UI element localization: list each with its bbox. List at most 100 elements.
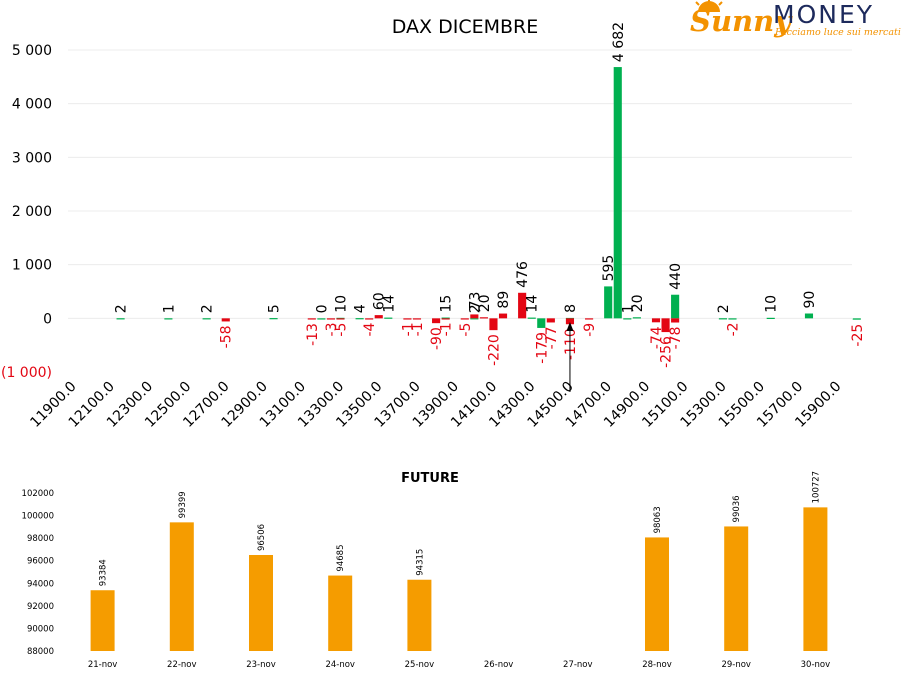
data-label: -9 [582,323,598,337]
x-tick-label: 21-nov [88,660,118,670]
bar [374,315,383,319]
bar [470,314,479,319]
y-tick-label: 88000 [27,647,54,657]
bar [317,318,326,320]
data-label: -58 [219,325,235,348]
data-label: -220 [486,334,502,366]
data-label: 1 [620,304,636,313]
top-chart-title: DAX DICEMBRE [392,16,539,38]
data-label: -179 [534,332,550,364]
y-tick-label: 90000 [27,624,54,634]
data-label: 2 [467,304,483,313]
x-tick-label: 24-nov [325,660,355,670]
bar [518,292,527,319]
bar [470,318,479,320]
y-tick-label: 102000 [22,489,54,499]
data-label: -90 [429,327,445,350]
data-label: 440 [668,263,684,290]
sun-icon [695,0,723,13]
bar [365,318,374,320]
bar [307,318,316,320]
bar [661,318,670,333]
bar [479,317,488,319]
data-label: -1 [439,322,455,336]
data-label: 5 [267,304,283,313]
data-label: 93384 [99,559,109,586]
bar [671,294,680,319]
bar [651,318,661,323]
data-label: 94685 [336,545,346,572]
bar [90,590,115,651]
data-label: 20 [630,294,646,312]
x-tick-label: 26-nov [484,660,514,670]
data-label: 476 [515,261,531,288]
bar [116,318,125,320]
data-label: 90 [802,291,818,309]
data-label: 14 [381,295,397,313]
data-label: 14 [525,295,541,313]
data-label: 4 [353,304,369,313]
y-tick-label: (1 000) [1,365,52,381]
y-tick-label: 94000 [27,579,54,589]
bar [671,318,680,323]
data-label: -77 [544,326,560,349]
data-label: 8 [563,304,579,313]
bar [585,318,594,320]
data-label: 595 [601,255,617,282]
bar [169,522,194,651]
top-y-axis: (1 000) 0 1 000 2 000 3 000 4 000 5 000 [1,43,52,381]
bar [460,318,469,320]
strike-arrow [566,322,574,392]
bar [384,317,393,319]
bar [632,317,641,319]
data-label: -5 [333,323,349,337]
data-label: -2 [725,322,741,336]
bar [202,318,211,320]
top-chart: DAX DICEMBRE (1 000) 0 1 000 2 000 3 000 4 00… [1,16,866,431]
bar [728,318,737,320]
bar [407,579,432,651]
bar [489,318,498,331]
data-label: -78 [668,327,684,350]
data-label: -5 [458,323,474,337]
bar [546,318,555,323]
data-label: 1 [161,304,177,313]
x-tick-label: 25-nov [405,660,435,670]
bar [249,555,273,651]
bar [355,318,364,320]
y-tick-label: 2 000 [12,204,52,220]
bar [403,318,412,320]
data-label: 60 [372,292,388,310]
x-tick-label: 30-nov [801,660,831,670]
data-label: 96506 [257,524,267,551]
bottom-bars [90,507,828,651]
data-label: -4 [362,322,378,336]
data-label: 10 [764,295,780,313]
data-label: -3 [324,322,340,336]
x-tick-label: 28-nov [642,660,672,670]
data-label: 99036 [732,495,742,522]
data-label: -1 [400,322,416,336]
sunny-money-logo: Sunny MONEY Facciamo luce sui mercati [690,0,901,38]
bar [336,318,345,320]
bar [441,318,450,320]
data-label: 10 [333,295,349,313]
bar [803,507,828,651]
logo-tagline: Facciamo luce sui mercati [774,27,901,38]
bar [724,526,749,651]
x-tick-label: 23-nov [246,660,276,670]
bar [412,318,422,320]
data-label: 99399 [178,491,188,518]
data-label: -110 [563,328,579,360]
top-bars [116,67,861,333]
x-tick-label: 27-nov [563,660,593,670]
data-label: 94315 [415,549,425,576]
y-tick-label: 3 000 [12,150,52,166]
y-tick-label: 5 000 [12,43,52,59]
bar [718,318,727,320]
bar [441,317,450,319]
bar [164,318,173,320]
logo-brand-sunny: Sunny [690,4,793,38]
